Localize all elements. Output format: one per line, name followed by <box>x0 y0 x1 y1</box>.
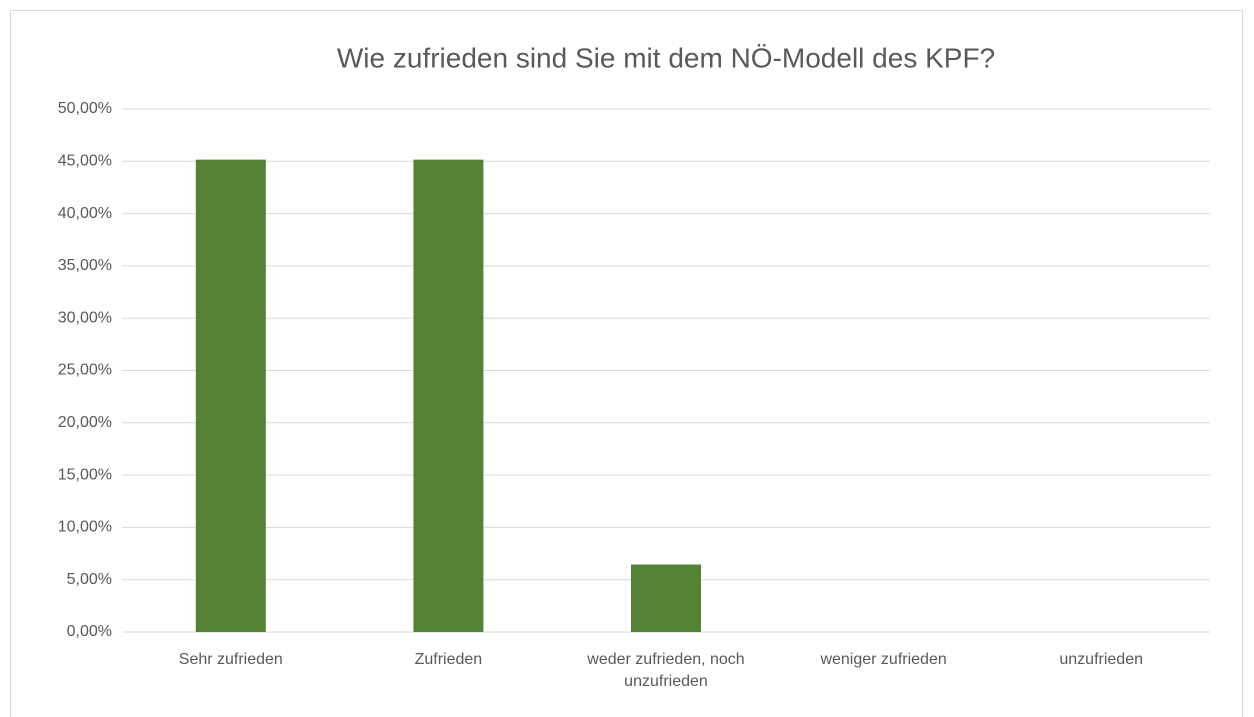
y-tick-label: 5,00% <box>67 571 112 588</box>
y-tick-label: 0,00% <box>67 623 112 640</box>
y-tick-label: 25,00% <box>58 362 112 379</box>
x-tick-label: Zufrieden <box>414 651 483 668</box>
bar <box>195 159 266 632</box>
bar <box>631 564 701 632</box>
y-tick-label: 40,00% <box>58 205 112 222</box>
y-tick-label: 45,00% <box>58 153 112 170</box>
chart-title: Wie zufrieden sind Sie mit dem NÖ-Modell… <box>337 42 995 73</box>
x-tick-label: weder zufrieden, noch unzufrieden <box>587 651 745 690</box>
y-tick-label: 20,00% <box>58 414 112 431</box>
y-tick-label: 50,00% <box>58 100 112 117</box>
y-tick-label: 30,00% <box>58 309 112 326</box>
bar <box>413 159 484 632</box>
x-tick-label: unzufrieden <box>1059 651 1143 668</box>
y-tick-label: 15,00% <box>58 466 112 483</box>
chart-frame <box>10 10 1243 717</box>
y-tick-label: 10,00% <box>58 519 112 536</box>
x-tick-label: Sehr zufrieden <box>178 651 283 668</box>
y-tick-label: 35,00% <box>58 257 112 274</box>
x-tick-label: weniger zufrieden <box>820 651 947 668</box>
